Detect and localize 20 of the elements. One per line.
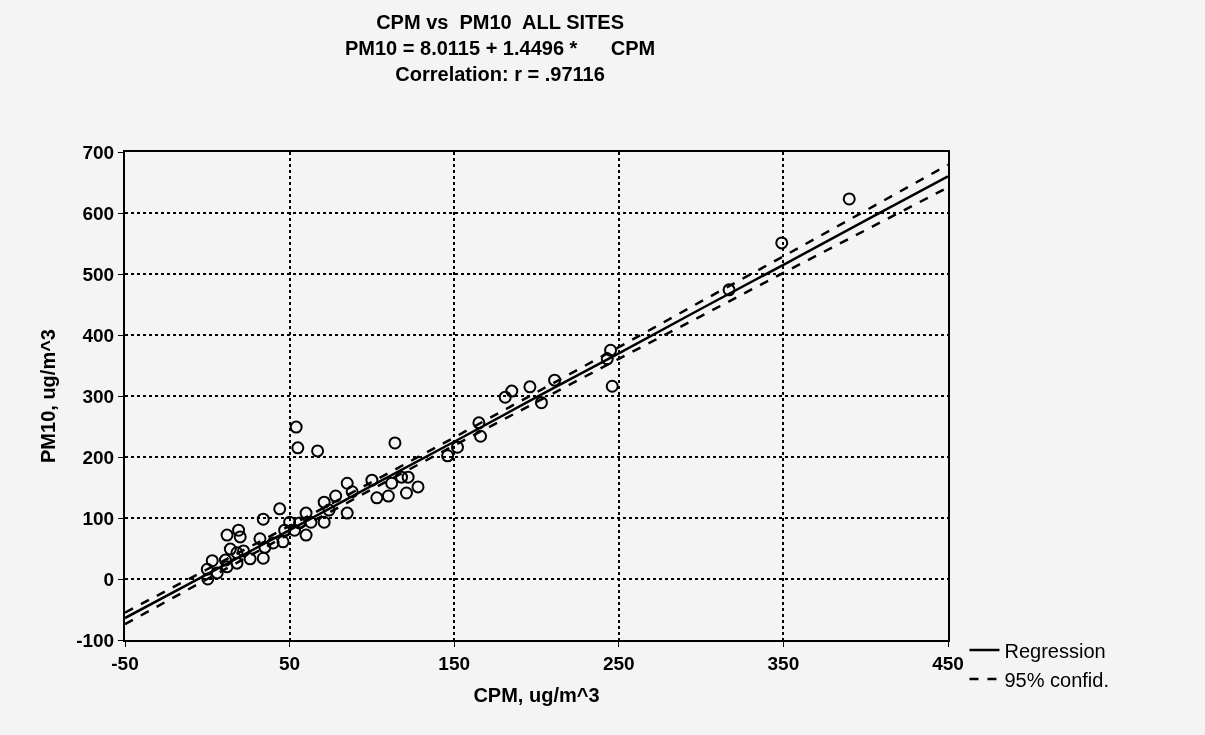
y-tick-label: 300: [82, 385, 115, 407]
y-tick-label: 400: [82, 324, 115, 346]
y-axis-title: PM10, ug/m^3: [37, 329, 60, 463]
x-tick-label: 150: [438, 652, 471, 674]
x-tick-label: -50: [111, 652, 139, 674]
y-tick-label: 700: [82, 141, 115, 163]
legend-label: Regression: [1004, 639, 1106, 662]
x-tick-label: 50: [279, 652, 301, 674]
y-tick-label: 100: [82, 507, 115, 529]
x-tick-label: 350: [767, 652, 800, 674]
y-tick-label: 500: [82, 263, 115, 285]
y-tick-label: 200: [82, 446, 115, 468]
chart-title: CPM vs PM10 ALL SITES PM10 = 8.0115 + 1.4496 * CPM Correlation: r = .97116: [344, 11, 656, 86]
x-tick-label: 250: [602, 652, 635, 674]
y-tick-label: 0: [103, 568, 115, 590]
x-axis-title: CPM, ug/m^3: [473, 683, 600, 706]
x-tick-label: 450: [932, 652, 964, 674]
legend-label: 95% confid.: [1004, 668, 1109, 691]
y-tick-label: -100: [76, 629, 115, 651]
y-tick-label: 600: [82, 202, 115, 224]
